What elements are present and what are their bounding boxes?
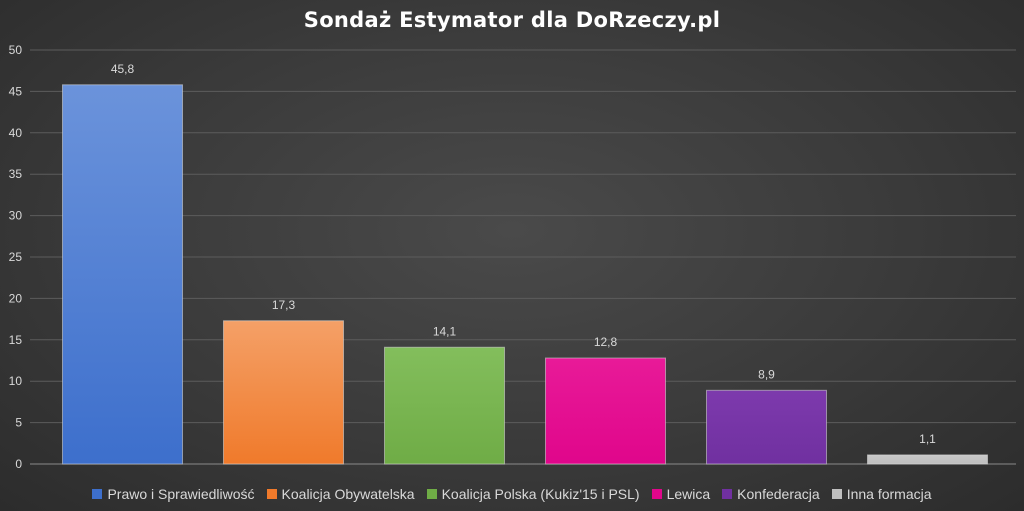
legend-swatch <box>92 489 103 499</box>
data-label: 14,1 <box>433 324 457 338</box>
y-tick-label: 20 <box>9 291 23 305</box>
legend-swatch <box>426 489 437 499</box>
legend-label: Konfederacja <box>737 486 820 502</box>
y-tick-label: 30 <box>9 209 23 223</box>
bar <box>545 357 666 465</box>
y-tick-label: 25 <box>9 250 23 264</box>
legend-item: Koalicja Obywatelska <box>266 486 415 502</box>
y-tick-label: 40 <box>9 126 23 140</box>
legend-item: Lewica <box>651 486 711 502</box>
legend-item: Konfederacja <box>722 486 820 502</box>
data-label: 8,9 <box>758 367 775 381</box>
data-label: 45,8 <box>111 62 135 76</box>
legend-label: Lewica <box>666 486 711 502</box>
legend-label: Inna formacja <box>846 486 932 502</box>
y-tick-label: 10 <box>9 374 23 388</box>
legend: Prawo i Sprawiedliwość Koalicja Obywatels… <box>0 486 1024 502</box>
legend-item: Inna formacja <box>831 486 932 502</box>
legend-label: Koalicja Obywatelska <box>281 486 415 502</box>
legend-item: Prawo i Sprawiedliwość <box>92 486 255 502</box>
legend-swatch <box>266 489 277 499</box>
legend-item: Koalicja Polska (Kukiz'15 i PSL) <box>426 486 640 502</box>
y-tick-label: 45 <box>9 84 23 98</box>
legend-swatch <box>831 489 842 499</box>
legend-label: Prawo i Sprawiedliwość <box>107 486 255 502</box>
legend-swatch <box>722 489 733 499</box>
y-tick-label: 50 <box>9 43 23 57</box>
y-tick-label: 35 <box>9 167 23 181</box>
data-label: 12,8 <box>594 335 618 349</box>
legend-label: Koalicja Polska (Kukiz'15 i PSL) <box>441 486 640 502</box>
legend-swatch <box>651 489 662 499</box>
y-tick-label: 15 <box>9 333 23 347</box>
bar <box>706 389 827 465</box>
y-tick-label: 5 <box>15 416 22 430</box>
data-label: 17,3 <box>272 298 296 312</box>
y-tick-label: 0 <box>15 457 22 471</box>
bar <box>223 320 344 465</box>
bar <box>867 454 988 465</box>
bar <box>384 346 505 465</box>
bar <box>62 84 183 465</box>
chart-title: Sondaż Estymator dla DoRzeczy.pl <box>303 8 721 32</box>
data-label: 1,1 <box>919 432 936 446</box>
